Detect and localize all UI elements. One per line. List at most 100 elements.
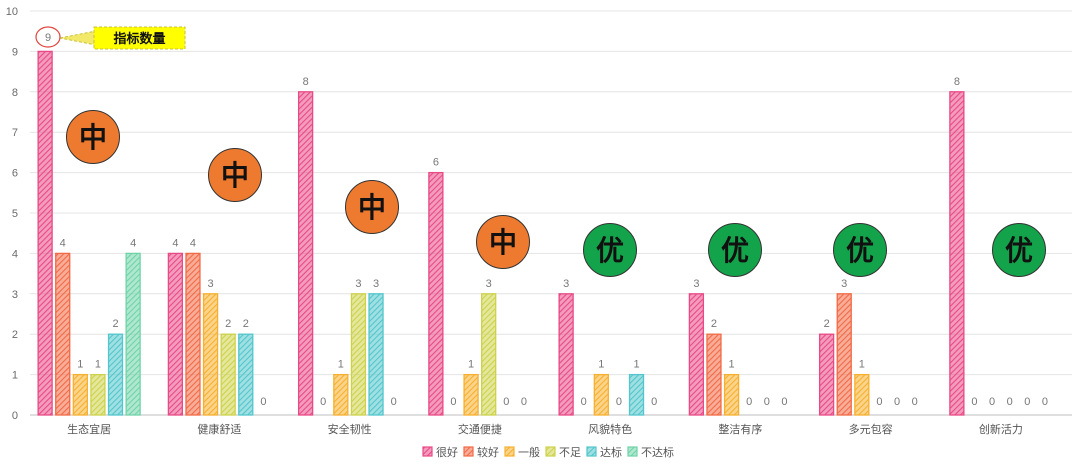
annotation-callout: 指标数量 9 — [35, 26, 186, 50]
data-label: 0 — [651, 396, 657, 408]
bar — [428, 171, 444, 416]
legend-swatch — [586, 446, 597, 457]
rating-badge-text: 中 — [358, 192, 386, 223]
data-label: 2 — [243, 318, 249, 330]
callout-box — [93, 26, 186, 50]
data-label: 0 — [1024, 396, 1030, 408]
bar — [593, 373, 609, 416]
data-label: 0 — [971, 396, 977, 408]
bar — [688, 293, 705, 416]
data-label: 8 — [954, 76, 960, 88]
rating-badges: 中中中中优优优优 — [66, 110, 1046, 277]
x-tick-label: 多元包容 — [849, 422, 893, 436]
y-tick-label: 2 — [12, 329, 18, 341]
data-label: 0 — [260, 396, 266, 408]
bar — [818, 333, 835, 416]
bar — [185, 252, 201, 416]
rating-badge-text: 优 — [721, 235, 749, 266]
rating-badge — [992, 223, 1046, 277]
x-axis-categories: 生态宜居 健康舒适 安全韧性 交通便捷 风貌特色 整洁有序 多元包容 创新活力 — [67, 422, 1023, 436]
x-tick-label: 创新活力 — [979, 422, 1023, 436]
y-tick-label: 3 — [12, 289, 18, 301]
y-tick-label: 9 — [12, 46, 18, 58]
rating-badge-text: 优 — [596, 235, 624, 266]
x-tick-label: 安全韧性 — [328, 422, 372, 436]
data-label: 3 — [486, 278, 492, 290]
legend-swatch — [422, 446, 433, 457]
bar — [723, 373, 740, 416]
bar — [463, 373, 479, 416]
bar — [558, 293, 574, 416]
x-tick-label: 风貌特色 — [588, 422, 632, 436]
data-label: 4 — [60, 237, 66, 249]
data-label: 4 — [130, 237, 136, 249]
bar — [836, 293, 852, 416]
data-label: 0 — [503, 396, 509, 408]
legend-label: 一般 — [518, 446, 540, 459]
callout-circled-value: 9 — [45, 32, 51, 44]
data-label: 4 — [190, 237, 196, 249]
legend-swatch — [545, 446, 556, 457]
data-label: 1 — [633, 359, 639, 371]
data-label: 3 — [373, 278, 379, 290]
data-label: 0 — [764, 396, 770, 408]
data-label: 0 — [320, 396, 326, 408]
data-label: 1 — [95, 359, 101, 371]
bar — [55, 252, 71, 416]
rating-badge — [583, 223, 637, 277]
y-tick-label: 8 — [12, 87, 18, 99]
x-tick-label: 健康舒适 — [197, 422, 241, 436]
y-tick-label: 1 — [12, 370, 18, 382]
data-label: 0 — [521, 396, 527, 408]
x-tick-label: 整洁有序 — [718, 422, 762, 436]
data-label: 6 — [433, 157, 439, 169]
y-tick-label: 10 — [6, 6, 18, 18]
bar — [90, 373, 106, 416]
x-tick-label: 生态宜居 — [67, 422, 111, 436]
data-label: 2 — [112, 318, 118, 330]
bar — [706, 333, 722, 416]
y-tick-label: 6 — [12, 168, 18, 180]
legend-swatch — [504, 446, 515, 457]
data-label: 1 — [77, 359, 83, 371]
data-label: 4 — [172, 237, 178, 249]
legend-label: 很好 — [436, 445, 458, 459]
rating-badge — [208, 148, 262, 202]
rating-badge — [66, 110, 120, 164]
bar — [350, 293, 367, 416]
bar — [368, 293, 384, 416]
data-label: 0 — [876, 396, 882, 408]
data-label: 3 — [563, 278, 569, 290]
rating-badge — [345, 180, 399, 234]
data-label: 0 — [616, 396, 622, 408]
bar — [37, 50, 53, 416]
rating-badge — [833, 223, 887, 277]
legend-label: 较好 — [477, 445, 499, 459]
data-label: 1 — [338, 359, 344, 371]
data-label: 0 — [391, 396, 397, 408]
bar — [220, 333, 236, 416]
legend-label: 不达标 — [641, 445, 674, 459]
data-label: 2 — [711, 318, 717, 330]
y-tick-label: 4 — [12, 248, 18, 260]
legend: 很好 较好 一般 不足 达标 不达标 — [422, 445, 674, 459]
data-label: 0 — [581, 396, 587, 408]
bar — [202, 293, 219, 416]
data-label: 1 — [859, 359, 865, 371]
legend-label: 达标 — [600, 445, 622, 459]
rating-badge — [708, 223, 762, 277]
bar — [854, 373, 870, 416]
rating-badge-text: 优 — [846, 235, 874, 266]
bars — [37, 50, 965, 416]
rating-badge-text: 优 — [1005, 235, 1033, 266]
data-label: 0 — [450, 396, 456, 408]
y-tick-label: 7 — [12, 127, 18, 139]
legend-label: 不足 — [559, 447, 581, 459]
bar — [628, 373, 645, 416]
data-label: 3 — [693, 278, 699, 290]
data-label: 1 — [598, 359, 604, 371]
data-label: 0 — [989, 396, 995, 408]
